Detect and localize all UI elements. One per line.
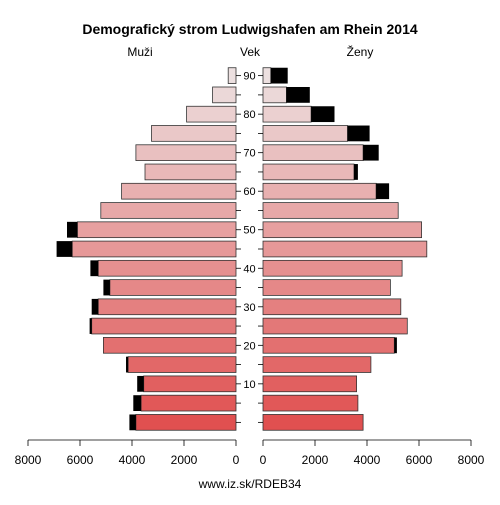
male-excess-bar	[67, 221, 78, 238]
female-bar	[262, 202, 399, 219]
male-bar	[91, 317, 237, 335]
x-axis-male-tick-label: 6000	[67, 453, 94, 467]
female-bar	[262, 182, 377, 200]
x-axis-female-tick-label: 0	[260, 453, 267, 467]
female-bar	[262, 67, 272, 84]
male-bar	[143, 375, 237, 393]
male-excess-bar	[126, 356, 129, 373]
male-bar	[100, 202, 237, 219]
female-bar	[262, 356, 372, 373]
x-axis-female-tick-label: 4000	[354, 453, 381, 467]
age-tick-label: 60	[243, 186, 255, 198]
female-excess-bar	[376, 183, 390, 200]
male-bar	[109, 279, 237, 296]
female-excess-bar	[354, 164, 358, 180]
x-axis-female-tick-label: 6000	[406, 453, 433, 467]
age-tick-label: 20	[243, 340, 255, 352]
female-bar	[262, 337, 395, 354]
male-bar	[77, 221, 237, 239]
male-bar	[186, 105, 237, 123]
male-bar	[121, 182, 237, 200]
male-excess-bar	[129, 414, 136, 431]
female-bar	[262, 240, 428, 258]
male-bar	[103, 337, 237, 354]
female-excess-bar	[394, 337, 397, 354]
female-bar	[262, 414, 364, 431]
male-excess-bar	[133, 395, 142, 412]
female-bar	[262, 86, 287, 104]
age-tick-label: 30	[243, 302, 255, 314]
female-excess-bar	[311, 106, 335, 123]
x-axis-female-tick-label: 2000	[302, 453, 329, 467]
x-axis-male-tick-label: 2000	[171, 453, 198, 467]
female-bar	[262, 221, 423, 239]
female-bar	[262, 163, 355, 181]
age-tick-label: 70	[243, 148, 255, 160]
female-bar	[262, 394, 359, 412]
female-bar	[262, 105, 312, 123]
male-bar	[227, 67, 237, 84]
male-bar	[135, 414, 237, 431]
x-axis-male-tick-label: 0	[233, 453, 240, 467]
female-bar	[262, 125, 348, 142]
male-bar	[127, 356, 237, 373]
male-excess-bar	[137, 375, 144, 392]
male-bar	[135, 144, 237, 161]
age-tick-label: 10	[243, 379, 255, 391]
male-excess-bar	[103, 279, 110, 296]
male-bar	[97, 298, 237, 316]
female-bars	[262, 67, 428, 431]
male-side-label: Muži	[127, 45, 152, 59]
x-axis-female-tick-label: 8000	[458, 453, 485, 467]
male-bar	[140, 394, 237, 412]
female-excess-bar	[286, 86, 310, 103]
chart-title: Demografický strom Ludwigshafen am Rhein…	[82, 21, 418, 37]
male-excess-bar	[91, 298, 99, 315]
female-bar	[262, 144, 364, 161]
male-bar	[151, 125, 237, 142]
female-bar	[262, 375, 357, 393]
male-bars	[56, 67, 237, 431]
female-bar	[262, 259, 403, 277]
age-axis-label: Vek	[240, 45, 261, 59]
x-axis-male-tick-label: 8000	[15, 453, 42, 467]
male-bar	[144, 163, 237, 181]
male-excess-bar	[90, 260, 99, 277]
x-axis-female: 0 2000 4000 6000 8000	[260, 439, 485, 467]
male-bar	[212, 86, 237, 104]
x-axis-male-tick-label: 4000	[119, 453, 146, 467]
female-bar	[262, 317, 408, 335]
age-tick-label: 90	[243, 71, 255, 83]
male-bar	[71, 240, 237, 258]
female-side-label: Ženy	[347, 44, 374, 59]
female-excess-bar	[363, 144, 379, 161]
female-excess-bar	[347, 125, 370, 142]
male-excess-bar	[56, 241, 73, 257]
female-bar	[262, 279, 391, 296]
age-tick-label: 40	[243, 263, 255, 275]
age-axis: 10 20 30 40 50 60 70 80 90	[236, 71, 263, 423]
female-excess-bar	[270, 67, 288, 84]
male-bar	[97, 259, 237, 277]
male-excess-bar	[89, 318, 92, 334]
x-axis-male: 8000 6000 4000 2000 0	[15, 439, 240, 467]
female-bar	[262, 298, 402, 316]
age-tick-label: 80	[243, 109, 255, 121]
age-tick-label: 50	[243, 225, 255, 237]
footer-url: www.iz.sk/RDEB34	[198, 477, 302, 491]
